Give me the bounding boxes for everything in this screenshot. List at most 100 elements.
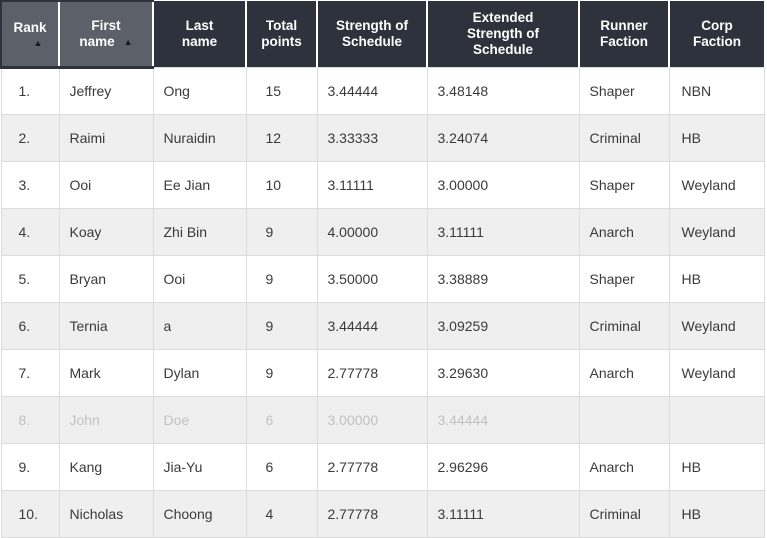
cell-points: 15 <box>245 66 318 115</box>
cell-rank: 2. <box>0 113 60 162</box>
column-header-label: Strength of <box>336 17 408 33</box>
cell-esos: 3.09259 <box>426 301 580 350</box>
cell-rank: 4. <box>0 207 60 256</box>
cell-esos: 3.11111 <box>426 489 580 538</box>
cell-points: 4 <box>245 489 318 538</box>
column-header-corp[interactable]: Corp Faction <box>668 1 764 67</box>
table-row: 10. Nicholas Choong 4 2.77778 3.11111 Criminal… <box>0 489 765 538</box>
cell-corp <box>668 395 765 444</box>
column-header-sos[interactable]: Strength of Schedule <box>316 1 427 67</box>
column-header-label: Corp <box>701 17 733 33</box>
column-header-rank[interactable]: Rank ▲ <box>0 0 59 69</box>
cell-esos: 3.38889 <box>426 254 580 303</box>
cell-first: Mark <box>58 348 154 397</box>
cell-last: Ong <box>152 66 247 115</box>
table-body: 1. Jeffrey Ong 15 3.44444 3.48148 Shaper NBN 2. R… <box>0 66 765 538</box>
table-header: Rank ▲ First name ▲ Last name Total points Streng… <box>0 0 764 69</box>
cell-corp: HB <box>668 442 765 491</box>
cell-first: Jeffrey <box>58 66 154 115</box>
table-row: 4. Koay Zhi Bin 9 4.00000 3.11111 Anarch Weylan… <box>0 207 765 256</box>
table-row: 9. Kang Jia-Yu 6 2.77778 2.96296 Anarch HB <box>0 442 765 491</box>
cell-rank: 5. <box>0 254 60 303</box>
cell-first: Kang <box>58 442 154 491</box>
column-header-label: Rank <box>13 19 47 35</box>
cell-last: Jia-Yu <box>152 442 247 491</box>
cell-last: Dylan <box>152 348 247 397</box>
cell-rank: 10. <box>0 489 60 538</box>
table-row: 5. Bryan Ooi 9 3.50000 3.38889 Shaper HB <box>0 254 765 303</box>
cell-sos: 2.77778 <box>316 489 428 538</box>
cell-corp: HB <box>668 254 765 303</box>
table-row: 8. John Doe 6 3.00000 3.44444 <box>0 395 765 444</box>
cell-sos: 3.50000 <box>316 254 428 303</box>
cell-first: Raimi <box>58 113 154 162</box>
cell-sos: 2.77778 <box>316 348 428 397</box>
cell-runner: Anarch <box>578 207 670 256</box>
cell-corp: HB <box>668 489 765 538</box>
cell-esos: 3.11111 <box>426 207 580 256</box>
cell-points: 10 <box>245 160 318 209</box>
table-row: 6. Ternia a 9 3.44444 3.09259 Criminal Weyland <box>0 301 765 350</box>
column-header-label: Runner <box>600 17 648 33</box>
cell-runner: Shaper <box>578 254 670 303</box>
cell-points: 9 <box>245 348 318 397</box>
cell-rank: 6. <box>0 301 60 350</box>
cell-points: 9 <box>245 301 318 350</box>
column-header-label: Strength of <box>467 25 539 41</box>
column-header-points[interactable]: Total points <box>245 1 317 67</box>
cell-rank: 9. <box>0 442 60 491</box>
cell-esos: 3.00000 <box>426 160 580 209</box>
cell-last: Zhi Bin <box>152 207 247 256</box>
column-header-label: points <box>261 33 302 49</box>
cell-runner: Criminal <box>578 113 670 162</box>
cell-last: Ooi <box>152 254 247 303</box>
column-header-label: name <box>181 33 218 49</box>
cell-first: Nicholas <box>58 489 154 538</box>
cell-rank: 8. <box>0 395 60 444</box>
column-header-label: Last <box>185 17 214 33</box>
cell-corp: Weyland <box>668 160 765 209</box>
cell-last: Doe <box>152 395 247 444</box>
column-header-esos[interactable]: Extended Strength of Schedule <box>426 1 579 67</box>
cell-corp: Weyland <box>668 207 765 256</box>
cell-esos: 3.24074 <box>426 113 580 162</box>
cell-runner: Criminal <box>578 301 670 350</box>
cell-last: a <box>152 301 247 350</box>
cell-sos: 3.33333 <box>316 113 428 162</box>
cell-esos: 3.44444 <box>426 395 580 444</box>
cell-points: 9 <box>245 207 318 256</box>
column-header-last[interactable]: Last name <box>152 1 246 67</box>
cell-corp: NBN <box>668 66 765 115</box>
cell-first: Ooi <box>58 160 154 209</box>
column-header-runner[interactable]: Runner Faction <box>578 1 669 67</box>
cell-points: 6 <box>245 442 318 491</box>
column-header-label: Faction <box>692 33 741 49</box>
cell-rank: 3. <box>0 160 60 209</box>
cell-runner: Shaper <box>578 160 670 209</box>
cell-esos: 3.48148 <box>426 66 580 115</box>
cell-last: Choong <box>152 489 247 538</box>
cell-runner: Shaper <box>578 66 670 115</box>
sort-ascending-icon: ▲ <box>123 36 133 47</box>
cell-first: John <box>58 395 154 444</box>
cell-corp: Weyland <box>668 348 765 397</box>
cell-points: 6 <box>245 395 318 444</box>
cell-esos: 3.29630 <box>426 348 580 397</box>
cell-runner <box>578 395 670 444</box>
column-header-label: name <box>79 33 115 49</box>
header-row: Rank ▲ First name ▲ Last name Total points Streng… <box>0 0 764 69</box>
sort-ascending-icon: ▲ <box>33 37 43 48</box>
table-row: 1. Jeffrey Ong 15 3.44444 3.48148 Shaper NBN <box>0 66 765 115</box>
cell-runner: Anarch <box>578 442 670 491</box>
column-header-label: Total <box>265 17 298 33</box>
cell-sos: 4.00000 <box>316 207 428 256</box>
cell-corp: HB <box>668 113 765 162</box>
cell-last: Nuraidin <box>152 113 247 162</box>
column-header-first[interactable]: First name ▲ <box>58 0 153 69</box>
cell-last: Ee Jian <box>152 160 247 209</box>
cell-runner: Anarch <box>578 348 670 397</box>
cell-first: Ternia <box>58 301 154 350</box>
cell-points: 9 <box>245 254 318 303</box>
cell-first: Bryan <box>58 254 154 303</box>
